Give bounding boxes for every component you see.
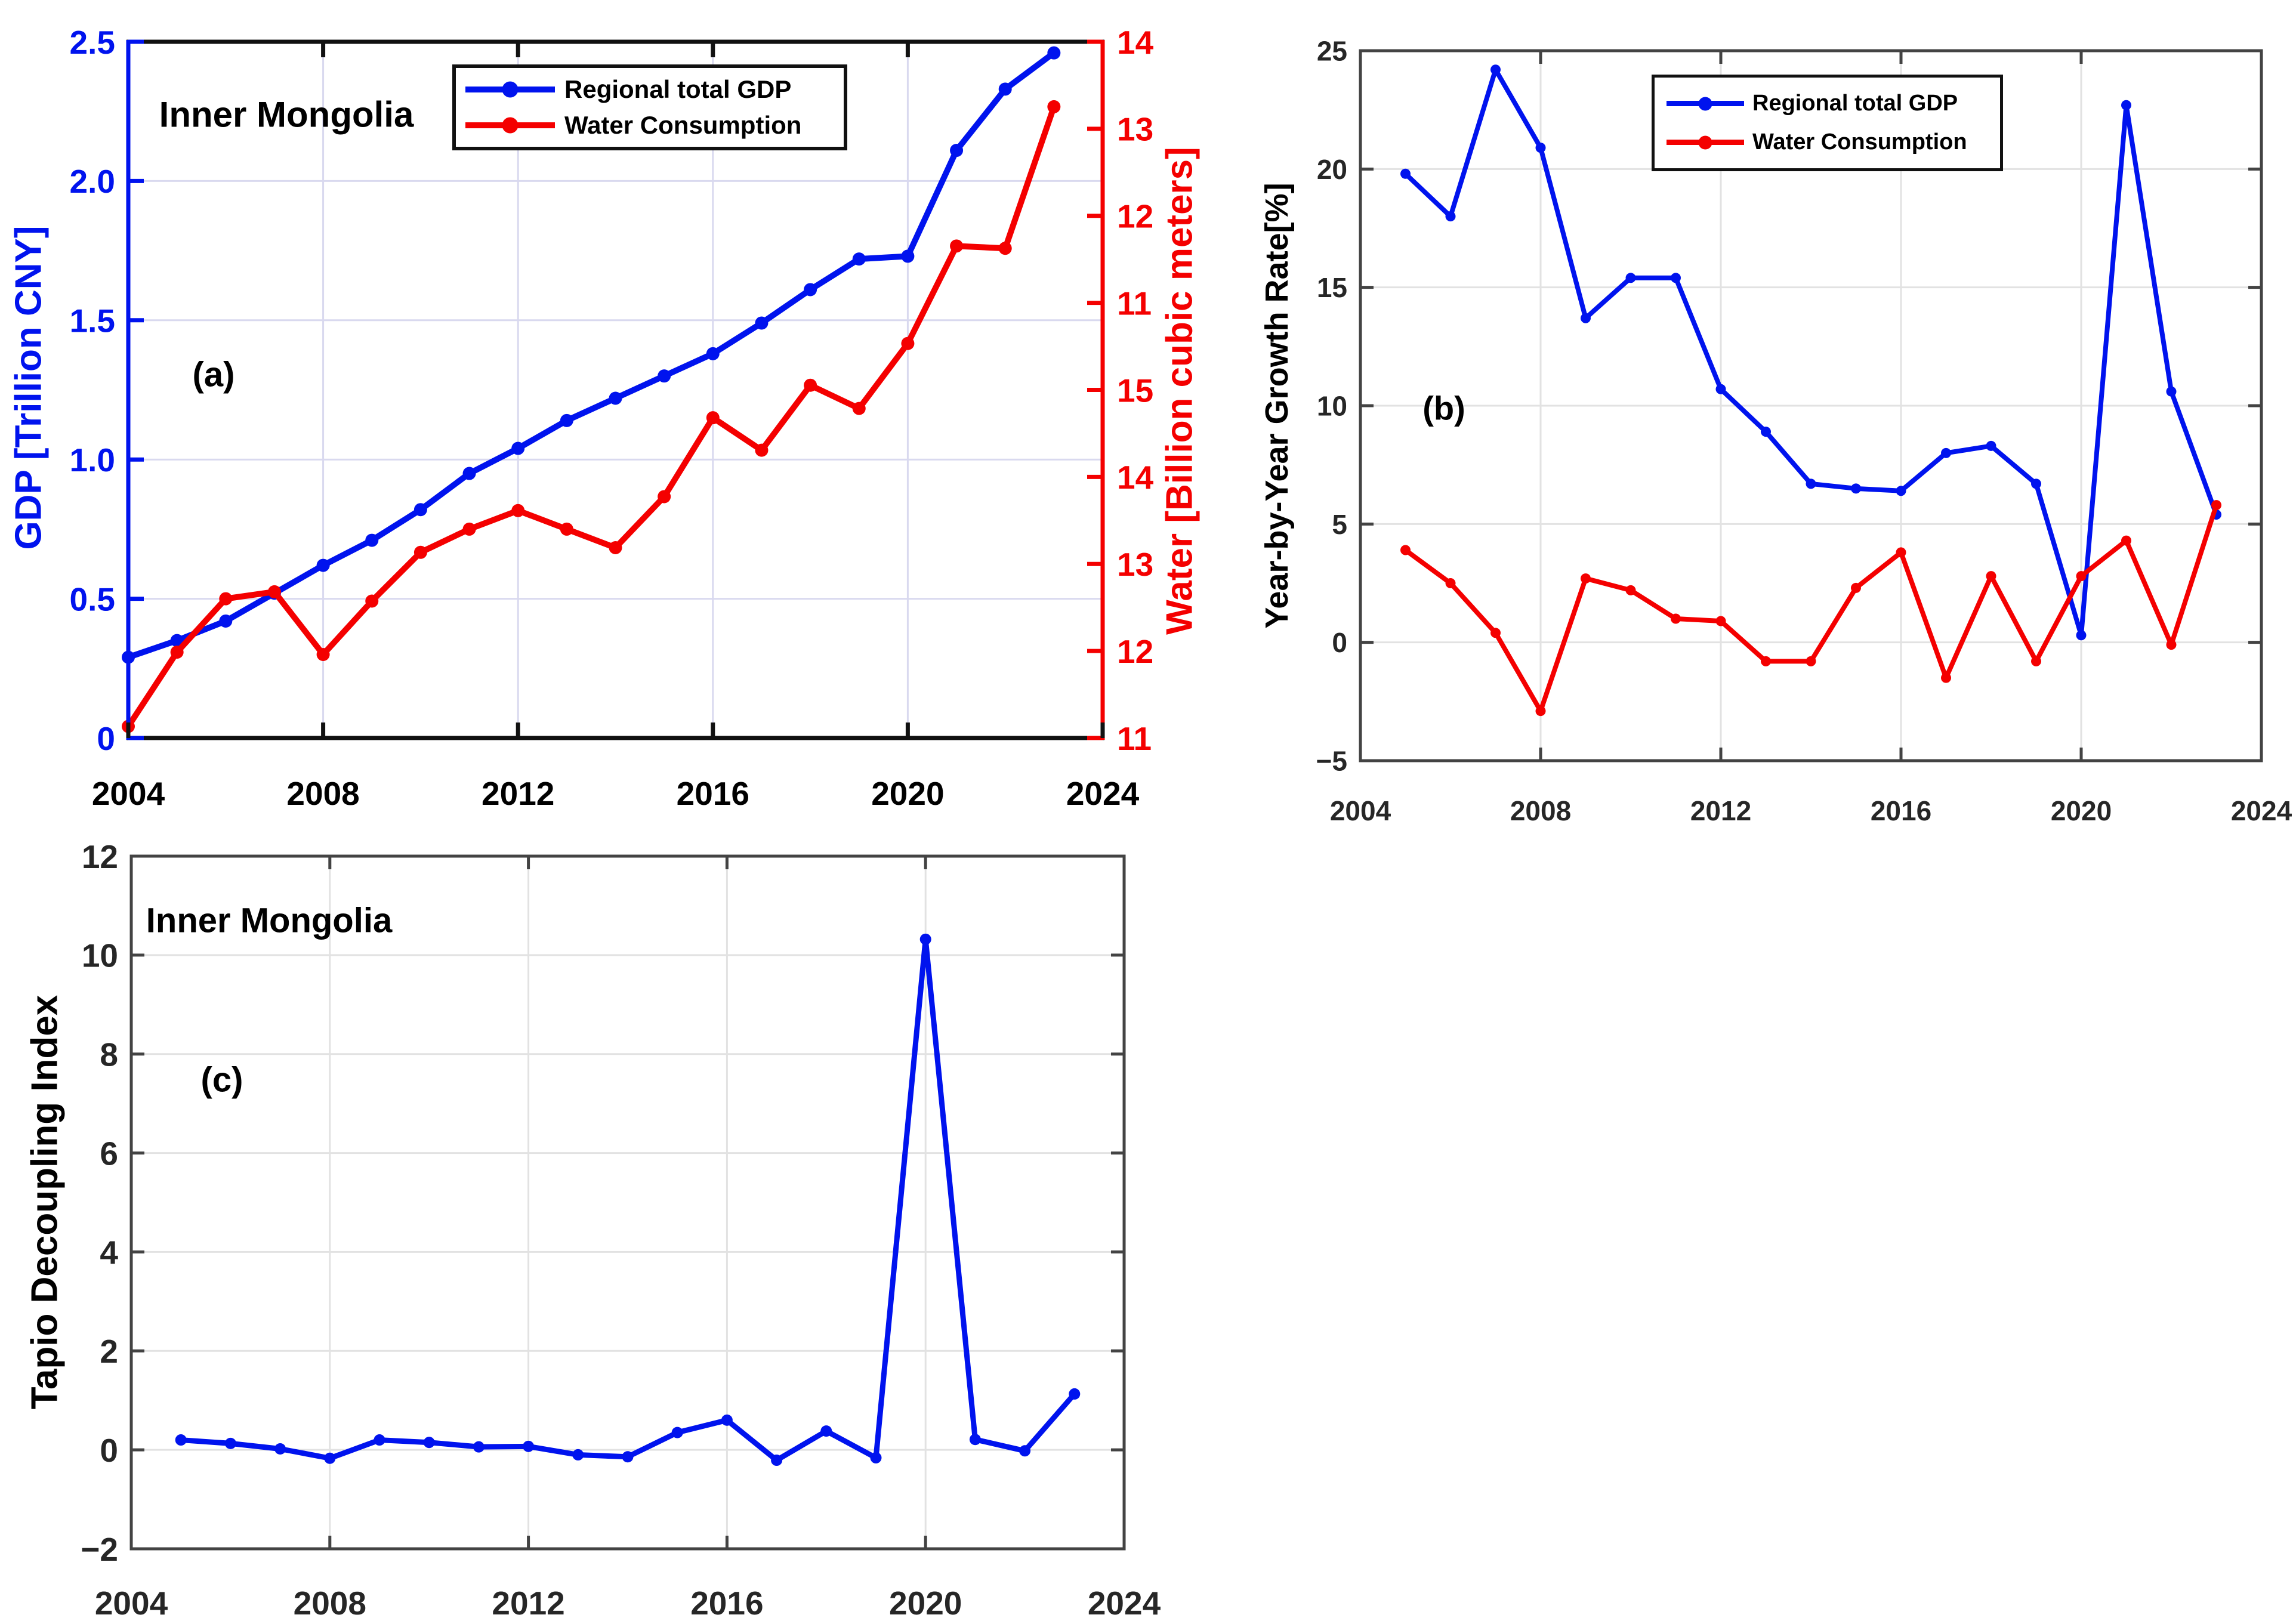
- water-line-sample-icon: [1667, 135, 1744, 149]
- svg-text:2.0: 2.0: [70, 163, 115, 200]
- panel-c-title: Inner Mongolia: [146, 901, 393, 940]
- svg-text:0: 0: [1332, 627, 1347, 658]
- svg-text:2012: 2012: [1690, 795, 1751, 826]
- svg-text:0: 0: [97, 720, 115, 757]
- panel-b-legend: Regional total GDP Water Consumption: [1652, 75, 2003, 171]
- gdp-line-sample-icon: [1667, 97, 1744, 110]
- legend-item-gdp: Regional total GDP: [1667, 91, 2000, 116]
- svg-text:10: 10: [82, 937, 118, 974]
- svg-text:14: 14: [1117, 24, 1154, 61]
- svg-text:15: 15: [1317, 272, 1347, 303]
- panel-a-left-axis-title: GDP [Trillion CNY]: [8, 226, 50, 550]
- panel-c-label: (c): [200, 1060, 243, 1100]
- svg-text:1.0: 1.0: [70, 441, 115, 478]
- svg-text:13: 13: [1117, 111, 1153, 148]
- svg-text:2020: 2020: [889, 1585, 962, 1621]
- legend-item-label: Water Consumption: [564, 111, 802, 139]
- svg-text:20: 20: [1317, 154, 1347, 185]
- svg-text:12: 12: [1117, 198, 1153, 235]
- svg-text:11: 11: [1117, 720, 1152, 757]
- panel-a-label: (a): [192, 355, 235, 394]
- svg-text:13: 13: [1117, 546, 1153, 583]
- panel-a-title: Inner Mongolia: [159, 94, 414, 135]
- svg-text:2004: 2004: [95, 1585, 168, 1621]
- svg-text:14: 14: [1117, 459, 1154, 496]
- svg-text:2004: 2004: [92, 775, 165, 812]
- svg-text:25: 25: [1317, 36, 1347, 67]
- svg-text:1.5: 1.5: [70, 302, 115, 339]
- svg-text:2012: 2012: [482, 775, 554, 812]
- svg-text:12: 12: [82, 838, 118, 875]
- svg-text:2024: 2024: [1066, 775, 1140, 812]
- legend-item-gdp: Regional total GDP: [465, 75, 844, 104]
- panel-a-legend: Regional total GDP Water Consumption: [452, 64, 847, 150]
- svg-text:11: 11: [1117, 285, 1152, 322]
- svg-text:2020: 2020: [2051, 795, 2112, 826]
- svg-text:12: 12: [1117, 633, 1153, 670]
- svg-text:5: 5: [1332, 509, 1347, 540]
- svg-text:4: 4: [100, 1234, 118, 1271]
- legend-item-water: Water Consumption: [1667, 129, 2000, 155]
- svg-text:2012: 2012: [492, 1585, 564, 1621]
- gdp-line-sample-icon: [465, 81, 555, 98]
- panel-a-right-axis-title: Water [Billion cubic meters]: [1159, 147, 1201, 635]
- legend-item-label: Regional total GDP: [1752, 91, 1958, 116]
- svg-text:6: 6: [100, 1135, 118, 1172]
- legend-item-label: Regional total GDP: [564, 75, 792, 103]
- panel-b-y-axis-title: Year-by-Year Growth Rate[%]: [1259, 183, 1295, 629]
- panel-c-y-axis-title: Tapio Decoupling Index: [24, 995, 66, 1410]
- svg-text:2024: 2024: [1088, 1585, 1161, 1621]
- svg-text:2016: 2016: [677, 775, 749, 812]
- svg-text:2020: 2020: [871, 775, 944, 812]
- svg-text:2: 2: [100, 1333, 118, 1370]
- svg-text:2.5: 2.5: [70, 24, 115, 61]
- svg-text:0: 0: [100, 1432, 118, 1469]
- svg-text:0.5: 0.5: [70, 581, 115, 617]
- svg-text:2004: 2004: [1330, 795, 1391, 826]
- svg-text:−2: −2: [81, 1531, 118, 1568]
- svg-text:−5: −5: [1316, 746, 1347, 777]
- svg-text:15: 15: [1117, 372, 1153, 409]
- svg-text:8: 8: [100, 1036, 118, 1073]
- svg-text:2008: 2008: [1510, 795, 1571, 826]
- panel-b-label: (b): [1422, 389, 1465, 427]
- legend-item-label: Water Consumption: [1752, 129, 1967, 155]
- svg-text:2024: 2024: [2231, 795, 2292, 826]
- svg-text:2016: 2016: [1871, 795, 1931, 826]
- svg-text:10: 10: [1317, 391, 1347, 422]
- svg-text:2008: 2008: [286, 775, 359, 812]
- svg-text:2008: 2008: [294, 1585, 366, 1621]
- water-line-sample-icon: [465, 117, 555, 134]
- legend-item-water: Water Consumption: [465, 111, 844, 140]
- svg-text:2016: 2016: [690, 1585, 763, 1621]
